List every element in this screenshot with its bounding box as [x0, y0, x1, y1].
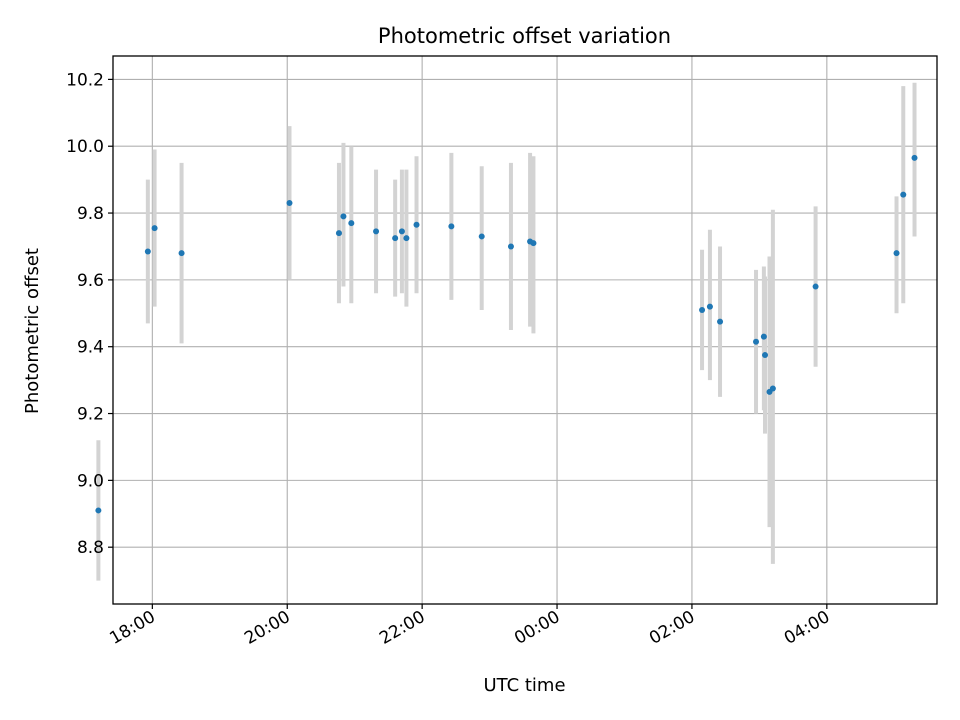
- plot-area-frame: [112, 55, 938, 605]
- data-point: [392, 235, 399, 242]
- data-point: [286, 200, 293, 207]
- data-points: [95, 154, 918, 514]
- data-point: [478, 233, 485, 240]
- data-point: [911, 154, 918, 161]
- data-point: [699, 306, 706, 313]
- y-tick-label: 9.0: [77, 471, 104, 491]
- y-axis-ticks: 8.8 9.0 9.2 9.4 9.6 9.8 10.0 10.2: [66, 70, 113, 558]
- data-point: [335, 230, 342, 237]
- data-point: [753, 338, 760, 345]
- data-point: [373, 228, 380, 235]
- y-tick-label: 9.2: [77, 405, 104, 425]
- data-point: [340, 213, 347, 220]
- data-point: [769, 385, 776, 392]
- data-point: [762, 352, 769, 359]
- data-point: [403, 235, 410, 242]
- data-point: [706, 303, 713, 310]
- data-point: [900, 191, 907, 198]
- data-point: [348, 220, 355, 227]
- data-point: [448, 223, 455, 230]
- y-tick-label: 10.0: [66, 137, 104, 157]
- y-tick-label: 9.6: [77, 271, 104, 291]
- chart-title: Photometric offset variation: [378, 24, 671, 48]
- y-tick-label: 9.4: [77, 338, 104, 358]
- data-point: [812, 283, 819, 290]
- data-point: [151, 225, 158, 232]
- y-tick-label: 10.2: [66, 70, 104, 90]
- y-tick-label: 9.8: [77, 204, 104, 224]
- x-axis-label: UTC time: [483, 675, 565, 696]
- data-point: [178, 250, 185, 257]
- data-point: [144, 248, 151, 255]
- data-point: [893, 250, 900, 257]
- data-point: [413, 221, 420, 228]
- data-point: [530, 240, 537, 247]
- data-point: [398, 228, 405, 235]
- grid-lines: [113, 56, 937, 604]
- data-point: [717, 318, 724, 325]
- data-point: [760, 333, 767, 340]
- data-point: [507, 243, 514, 250]
- y-tick-label: 8.8: [77, 538, 104, 558]
- data-point: [95, 507, 102, 514]
- y-axis-label: Photometric offset: [22, 248, 43, 414]
